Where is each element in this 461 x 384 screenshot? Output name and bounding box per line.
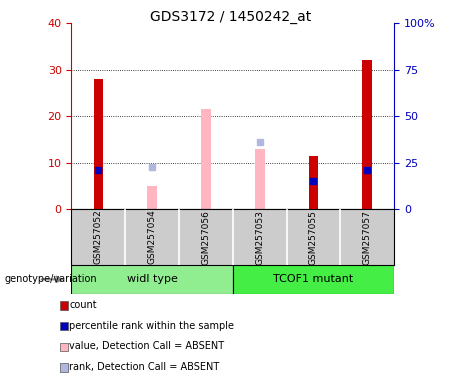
Text: TCOF1 mutant: TCOF1 mutant (273, 274, 354, 285)
Text: percentile rank within the sample: percentile rank within the sample (69, 321, 234, 331)
Text: GSM257052: GSM257052 (94, 210, 103, 265)
Text: GSM257055: GSM257055 (309, 210, 318, 265)
Text: GSM257054: GSM257054 (148, 210, 157, 265)
Bar (362, 60, 372, 209)
Bar (309, 156, 318, 209)
FancyBboxPatch shape (233, 265, 394, 294)
Text: GSM257053: GSM257053 (255, 210, 264, 265)
Bar (255, 149, 265, 209)
Text: count: count (69, 300, 97, 310)
Text: GDS3172 / 1450242_at: GDS3172 / 1450242_at (150, 10, 311, 23)
Bar (94, 79, 103, 209)
Text: GSM257057: GSM257057 (363, 210, 372, 265)
Text: GSM257056: GSM257056 (201, 210, 210, 265)
Text: genotype/variation: genotype/variation (5, 274, 97, 285)
Text: rank, Detection Call = ABSENT: rank, Detection Call = ABSENT (69, 362, 219, 372)
Text: widl type: widl type (127, 274, 177, 285)
FancyBboxPatch shape (71, 265, 233, 294)
Text: value, Detection Call = ABSENT: value, Detection Call = ABSENT (69, 341, 224, 351)
Bar (201, 109, 211, 209)
Bar (148, 186, 157, 209)
